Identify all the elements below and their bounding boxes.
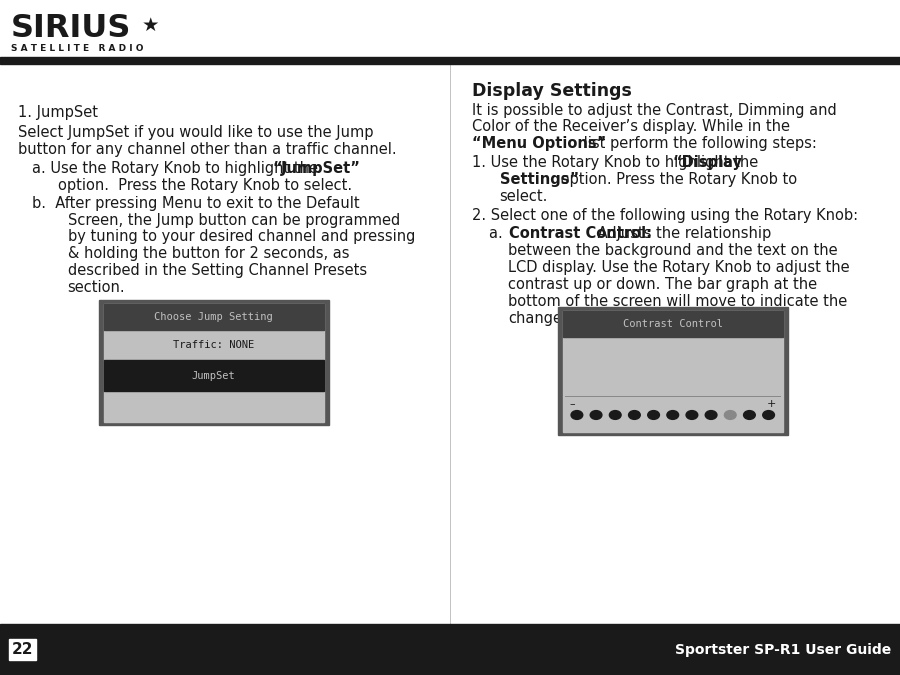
Text: “Display: “Display	[672, 155, 742, 170]
Text: option. Press the Rotary Knob to: option. Press the Rotary Knob to	[556, 172, 797, 187]
Text: list perform the following steps:: list perform the following steps:	[579, 136, 816, 151]
Circle shape	[648, 410, 660, 419]
Bar	[0, 57, 900, 64]
Text: JumpSet: JumpSet	[192, 371, 236, 381]
Text: section.: section.	[68, 280, 125, 295]
Text: 22: 22	[12, 642, 33, 657]
Circle shape	[571, 410, 583, 419]
Text: S A T E L L I T E   R A D I O: S A T E L L I T E R A D I O	[11, 44, 143, 53]
Circle shape	[609, 410, 621, 419]
Text: bottom of the screen will move to indicate the: bottom of the screen will move to indica…	[508, 294, 848, 308]
Text: Select JumpSet if you would like to use the Jump: Select JumpSet if you would like to use …	[18, 125, 373, 140]
Text: select.: select.	[500, 189, 548, 204]
Text: by tuning to your desired channel and pressing: by tuning to your desired channel and pr…	[68, 230, 415, 244]
Text: 2. Select one of the following using the Rotary Knob:: 2. Select one of the following using the…	[472, 208, 859, 223]
Circle shape	[686, 410, 698, 419]
Bar	[562, 310, 783, 338]
Bar	[0, 624, 900, 675]
Bar	[558, 307, 788, 435]
Text: change.: change.	[508, 310, 567, 325]
Bar	[99, 300, 328, 425]
Text: ★: ★	[142, 16, 159, 35]
Text: button for any channel other than a traffic channel.: button for any channel other than a traf…	[18, 142, 397, 157]
Text: “JumpSet”: “JumpSet”	[273, 161, 361, 176]
Bar	[104, 360, 324, 391]
Text: +: +	[767, 399, 776, 409]
Text: option.  Press the Rotary Knob to select.: option. Press the Rotary Knob to select.	[58, 178, 353, 192]
Text: Choose Jump Setting: Choose Jump Setting	[155, 312, 273, 322]
Text: Settings”: Settings”	[500, 172, 579, 187]
Bar	[104, 304, 324, 329]
Circle shape	[743, 410, 755, 419]
Circle shape	[628, 410, 640, 419]
Text: & holding the button for 2 seconds, as: & holding the button for 2 seconds, as	[68, 246, 349, 261]
Text: Traffic: NONE: Traffic: NONE	[173, 340, 255, 350]
Text: Contrast Control:: Contrast Control:	[508, 226, 652, 241]
Text: 1. JumpSet: 1. JumpSet	[18, 105, 98, 119]
Text: Display Settings: Display Settings	[472, 82, 633, 101]
Bar	[104, 304, 324, 422]
Text: Sportster SP-R1 User Guide: Sportster SP-R1 User Guide	[675, 643, 891, 657]
Text: LCD display. Use the Rotary Knob to adjust the: LCD display. Use the Rotary Knob to adju…	[508, 260, 850, 275]
Text: b.  After pressing Menu to exit to the Default: b. After pressing Menu to exit to the De…	[32, 196, 359, 211]
Circle shape	[724, 410, 736, 419]
Text: Adjusts the relationship: Adjusts the relationship	[593, 226, 771, 241]
Bar	[562, 310, 783, 432]
Circle shape	[706, 410, 717, 419]
Text: described in the Setting Channel Presets: described in the Setting Channel Presets	[68, 263, 366, 278]
Text: a. Use the Rotary Knob to highlight the: a. Use the Rotary Knob to highlight the	[32, 161, 322, 176]
Text: It is possible to adjust the Contrast, Dimming and: It is possible to adjust the Contrast, D…	[472, 103, 837, 117]
Text: “Menu Options”: “Menu Options”	[472, 136, 607, 151]
Text: 1. Use the Rotary Knob to highlight the: 1. Use the Rotary Knob to highlight the	[472, 155, 763, 170]
Text: contrast up or down. The bar graph at the: contrast up or down. The bar graph at th…	[508, 277, 817, 292]
Text: Color of the Receiver’s display. While in the: Color of the Receiver’s display. While i…	[472, 119, 790, 134]
Text: SIRIUS: SIRIUS	[11, 13, 131, 44]
Text: Contrast Control: Contrast Control	[623, 319, 723, 329]
Text: –: –	[570, 399, 575, 409]
Text: a.: a.	[489, 226, 512, 241]
Circle shape	[590, 410, 602, 419]
Text: Screen, the Jump button can be programmed: Screen, the Jump button can be programme…	[68, 213, 400, 227]
Circle shape	[763, 410, 774, 419]
Text: between the background and the text on the: between the background and the text on t…	[508, 243, 838, 258]
Circle shape	[667, 410, 679, 419]
